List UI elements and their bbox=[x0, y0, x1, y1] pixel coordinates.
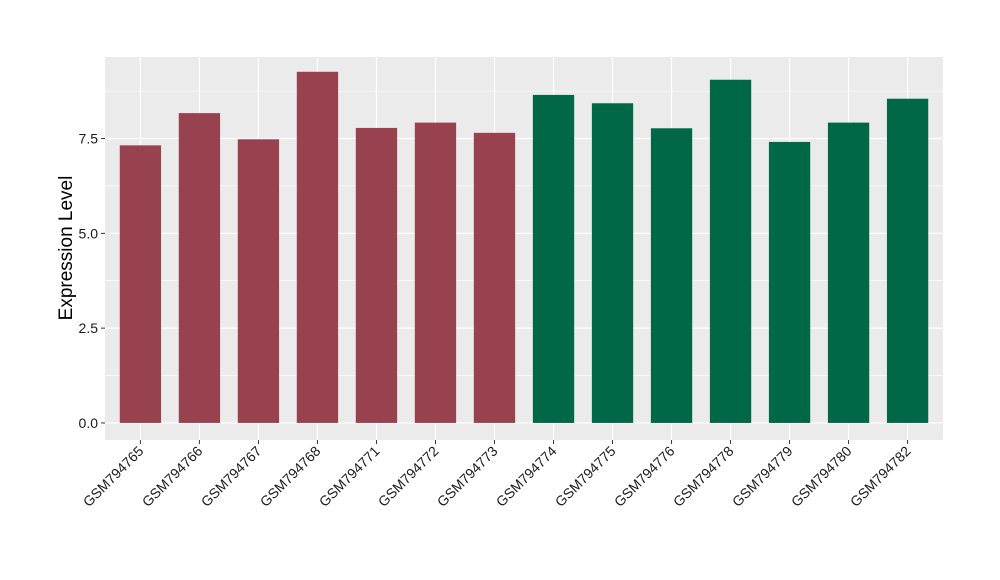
bar-gsm794782 bbox=[886, 98, 929, 423]
bar-gsm794774 bbox=[532, 94, 575, 423]
y-tick-label: 5.0 bbox=[79, 225, 99, 241]
x-tick-label: GSM794782 bbox=[847, 443, 914, 510]
x-tick-label: GSM794772 bbox=[375, 443, 442, 510]
y-tick-label: 0.0 bbox=[79, 415, 99, 431]
y-axis: 0.0 2.5 5.0 7.5 bbox=[79, 131, 105, 431]
x-tick-label: GSM794780 bbox=[788, 443, 855, 510]
bar-gsm794775 bbox=[591, 103, 634, 423]
x-tick-label: GSM794774 bbox=[493, 443, 560, 510]
x-tick-label: GSM794766 bbox=[139, 443, 206, 510]
bar-gsm794771 bbox=[355, 127, 398, 423]
bar-gsm794767 bbox=[237, 139, 280, 423]
x-tick-label: GSM794779 bbox=[729, 443, 796, 510]
bar-gsm794776 bbox=[650, 128, 693, 423]
x-tick-label: GSM794771 bbox=[316, 443, 383, 510]
y-tick-label: 2.5 bbox=[79, 320, 99, 336]
bar-gsm794768 bbox=[296, 71, 339, 423]
bars bbox=[119, 71, 929, 423]
bar-gsm794778 bbox=[709, 79, 752, 423]
bar-gsm794772 bbox=[414, 122, 457, 423]
x-tick-label: GSM794767 bbox=[198, 443, 265, 510]
bar-gsm794780 bbox=[827, 122, 870, 423]
x-tick-label: GSM794775 bbox=[552, 443, 619, 510]
bar-gsm794765 bbox=[119, 145, 162, 423]
bar-gsm794766 bbox=[178, 113, 221, 423]
plot-panel bbox=[105, 57, 943, 440]
bar-gsm794779 bbox=[768, 141, 811, 423]
bar-gsm794773 bbox=[473, 132, 516, 423]
x-axis: GSM794765GSM794766GSM794767GSM794768GSM7… bbox=[80, 440, 914, 510]
y-axis-title: Expression Level bbox=[56, 176, 77, 321]
x-tick-label: GSM794773 bbox=[434, 443, 501, 510]
x-tick-label: GSM794778 bbox=[670, 443, 737, 510]
y-tick-label: 7.5 bbox=[79, 131, 99, 147]
x-tick-label: GSM794765 bbox=[80, 443, 147, 510]
x-tick-label: GSM794776 bbox=[611, 443, 678, 510]
x-tick-label: GSM794768 bbox=[257, 443, 324, 510]
